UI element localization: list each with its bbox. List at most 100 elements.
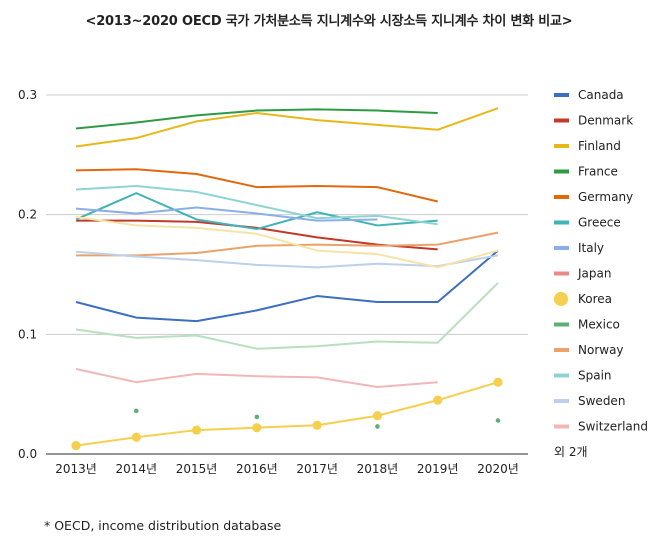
- grid-layer: [46, 94, 528, 455]
- legend-item-finland: Finland: [554, 139, 621, 153]
- legend-more: 외 2개: [554, 445, 588, 459]
- series-france: [75, 108, 438, 130]
- legend-label: Italy: [578, 241, 604, 255]
- series-line: [75, 249, 499, 323]
- legend: Canada Denmark Finland France Germany Greece I…: [554, 88, 648, 459]
- legend-item-greece: Greece: [554, 216, 621, 230]
- series-series15: [75, 282, 499, 350]
- legend-label: Spain: [578, 369, 612, 383]
- legend-label: Norway: [578, 343, 624, 357]
- data-point: [433, 395, 443, 405]
- legend-label: France: [578, 165, 618, 179]
- series-line: [75, 184, 438, 226]
- legend-item-switzerland: Switzerland: [554, 420, 648, 434]
- x-tick-label: 2019년: [417, 462, 459, 476]
- legend-item-france: France: [554, 165, 618, 179]
- legend-swatch: [554, 424, 569, 429]
- legend-swatch: [554, 292, 568, 306]
- legend-label: Mexico: [578, 318, 620, 332]
- x-tick-label: 2018년: [357, 462, 399, 476]
- series-line: [75, 216, 499, 269]
- legend-swatch: [554, 271, 569, 276]
- data-point: [133, 408, 139, 414]
- legend-label: Japan: [577, 267, 611, 281]
- legend-item-germany: Germany: [554, 190, 633, 204]
- series-denmark: [76, 219, 438, 251]
- footnote: * OECD, income distribution database: [44, 518, 282, 533]
- x-tick-label: 2014년: [115, 462, 157, 476]
- legend-item-korea: Korea: [554, 292, 612, 306]
- series-spain: [75, 184, 438, 226]
- legend-swatch: [554, 246, 569, 250]
- series-line: [75, 381, 499, 447]
- series-norway: [76, 231, 499, 257]
- legend-swatch: [554, 144, 569, 148]
- data-point: [252, 423, 262, 433]
- series-finland: [75, 107, 499, 148]
- legend-label: Greece: [578, 216, 621, 230]
- series-line: [75, 192, 438, 231]
- series-mexico: [133, 408, 501, 429]
- data-point: [254, 414, 260, 420]
- x-tick-label: 2020년: [477, 462, 519, 476]
- data-point: [71, 441, 81, 451]
- y-tick-label: 0.2: [18, 208, 37, 222]
- legend-label: Sweden: [578, 394, 625, 408]
- data-point: [372, 411, 383, 421]
- series-series16: [75, 216, 499, 269]
- legend-label: Finland: [578, 139, 621, 153]
- data-point: [131, 432, 141, 442]
- legend-item-japan: Japan: [554, 267, 611, 281]
- series-line: [75, 108, 438, 130]
- data-point: [191, 425, 202, 435]
- data-point: [312, 420, 322, 430]
- data-point: [495, 418, 501, 423]
- legend-item-mexico: Mexico: [554, 318, 620, 332]
- legend-item-italy: Italy: [554, 241, 604, 255]
- series-line: [75, 368, 438, 388]
- y-tick-label: 0.3: [18, 88, 37, 102]
- legend-item-norway: Norway: [554, 343, 624, 357]
- series-line: [76, 219, 438, 251]
- series-italy: [75, 206, 378, 222]
- x-tick-label: 2016년: [236, 462, 278, 476]
- x-tick-label: 2017년: [296, 462, 338, 476]
- legend-swatch: [554, 348, 569, 352]
- legend-item-denmark: Denmark: [554, 114, 633, 128]
- series-korea: [71, 377, 503, 451]
- legend-item-canada: Canada: [554, 88, 624, 102]
- legend-swatch: [554, 322, 569, 327]
- legend-label: Switzerland: [578, 420, 648, 434]
- legend-label: Denmark: [578, 114, 633, 128]
- data-point: [493, 377, 503, 387]
- legend-label: Canada: [578, 88, 624, 102]
- legend-swatch: [554, 169, 569, 174]
- series-germany: [75, 168, 438, 203]
- legend-swatch: [554, 118, 569, 123]
- legend-label: Germany: [578, 190, 633, 204]
- legend-swatch: [554, 195, 569, 199]
- legend-item-spain: Spain: [554, 369, 612, 383]
- series-line: [75, 168, 438, 203]
- legend-swatch: [554, 399, 569, 403]
- legend-swatch: [554, 373, 569, 378]
- axis-layer: 0.0 0.1 0.2 0.3 2013년 2014년 2015년 2016년 2017년 201…: [18, 88, 519, 476]
- series-greece: [75, 192, 438, 231]
- series-canada: [75, 249, 499, 323]
- series-line: [75, 250, 499, 269]
- data-point: [375, 424, 380, 429]
- series-line: [75, 206, 378, 222]
- legend-item-sweden: Sweden: [554, 394, 625, 408]
- series-line: [76, 231, 499, 257]
- series-sweden: [75, 250, 499, 269]
- x-tick-label: 2015년: [176, 462, 218, 476]
- series-layer: [71, 107, 503, 451]
- legend-swatch: [554, 93, 569, 97]
- series-line: [75, 282, 499, 350]
- x-tick-label: 2013년: [55, 462, 97, 476]
- legend-label: Korea: [578, 292, 612, 306]
- legend-swatch: [554, 220, 569, 225]
- series-switzerland: [75, 368, 438, 388]
- series-line: [75, 107, 499, 148]
